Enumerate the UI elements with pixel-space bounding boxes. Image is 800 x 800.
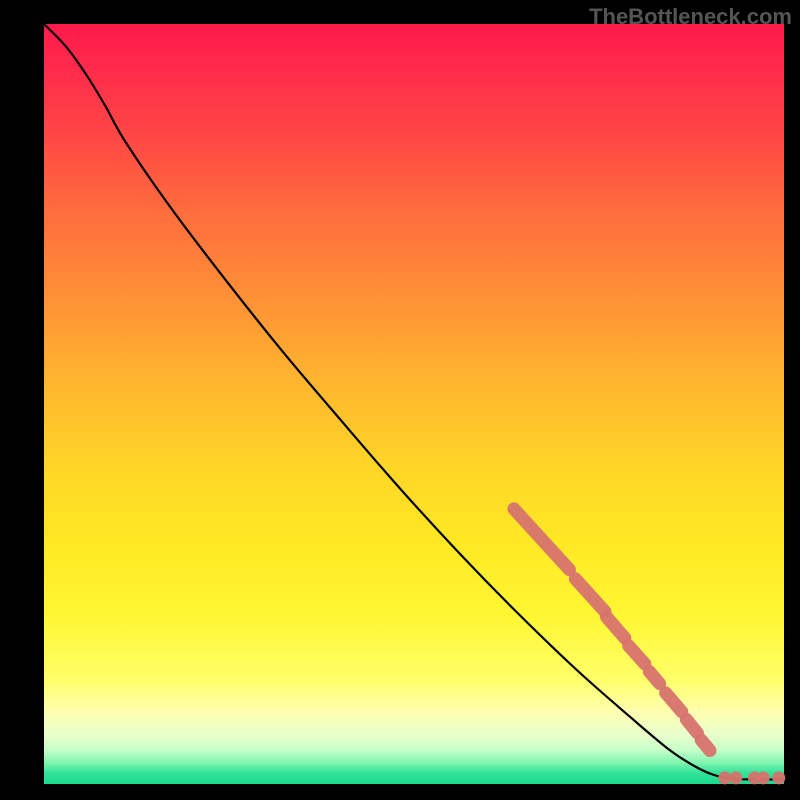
highlight-segment bbox=[606, 617, 625, 638]
highlight-segment bbox=[629, 646, 645, 664]
highlight-segment bbox=[575, 579, 605, 612]
highlight-segment bbox=[686, 719, 697, 733]
highlight-segment bbox=[701, 740, 710, 751]
curve-layer bbox=[44, 24, 784, 784]
highlight-dot bbox=[729, 771, 742, 784]
highlight-segment bbox=[649, 672, 659, 684]
highlight-segment bbox=[514, 509, 570, 570]
highlight-dot bbox=[772, 771, 785, 784]
main-curve bbox=[44, 24, 784, 779]
highlight-segment bbox=[666, 693, 682, 712]
highlight-dot bbox=[718, 771, 731, 784]
highlight-dot bbox=[757, 771, 770, 784]
chart-frame: TheBottleneck.com bbox=[0, 0, 800, 800]
plot-area bbox=[44, 24, 784, 784]
